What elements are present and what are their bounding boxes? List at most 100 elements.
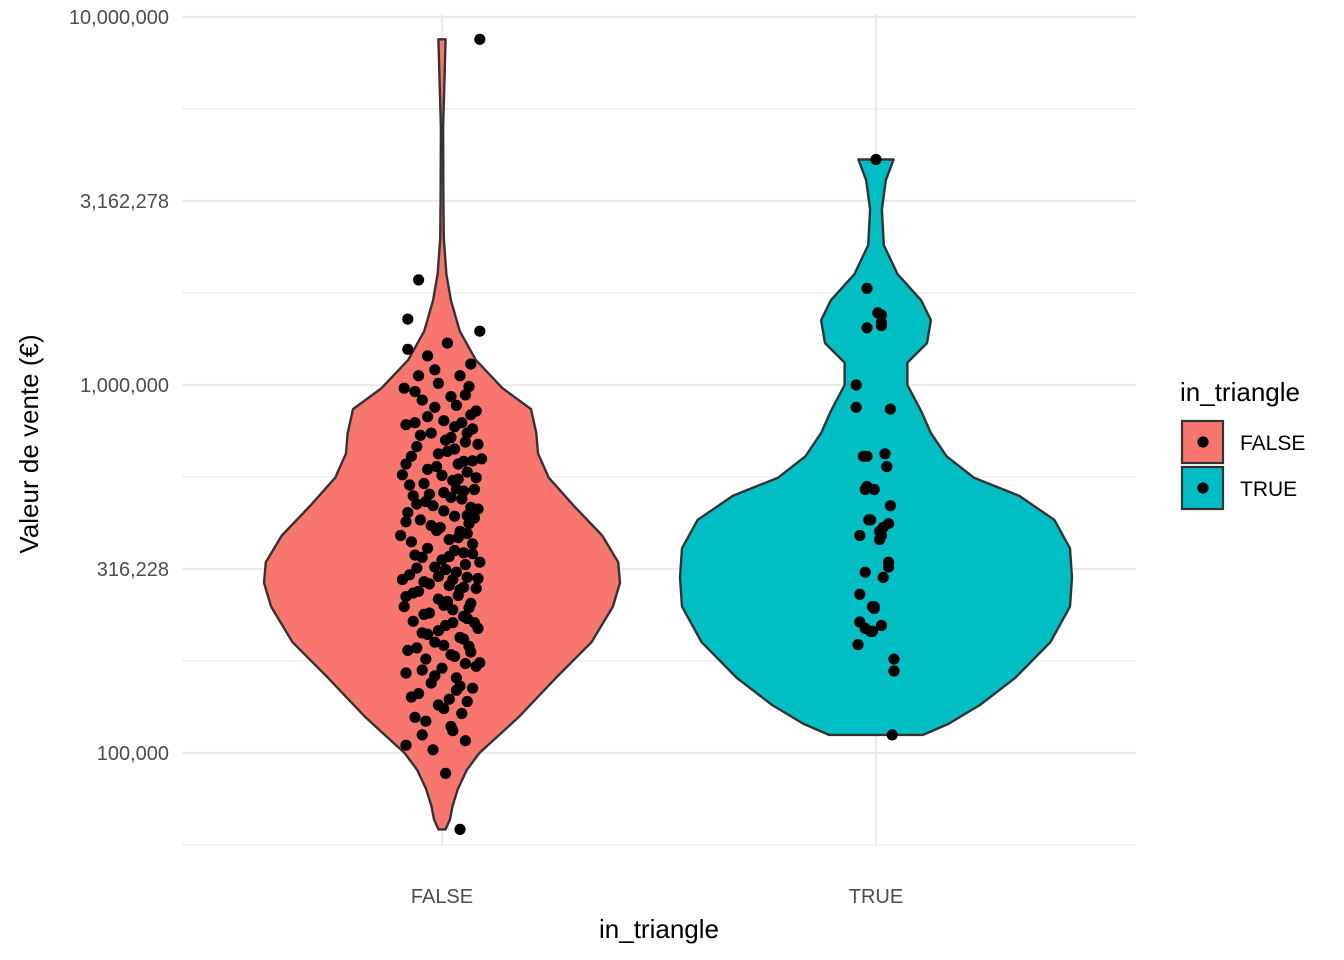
data-point bbox=[458, 547, 470, 559]
data-point bbox=[418, 608, 430, 621]
data-point bbox=[461, 695, 473, 708]
data-point bbox=[409, 417, 421, 429]
data-point bbox=[868, 602, 880, 615]
data-point bbox=[461, 466, 473, 478]
data-point bbox=[422, 411, 434, 423]
data-point bbox=[458, 633, 470, 645]
data-point bbox=[404, 479, 416, 491]
data-point bbox=[416, 729, 428, 741]
y-axis-ticks: 100,000 316,228 1,000,000 3,162,278 10,000,0… bbox=[69, 7, 169, 765]
data-point bbox=[465, 358, 477, 370]
data-point bbox=[432, 377, 444, 389]
data-point bbox=[423, 578, 435, 590]
data-point bbox=[400, 458, 412, 470]
data-point bbox=[467, 548, 479, 560]
data-point bbox=[465, 646, 477, 658]
data-point bbox=[429, 636, 441, 648]
y-tick-label: 3,162,278 bbox=[80, 191, 169, 213]
data-point bbox=[884, 500, 897, 512]
data-point bbox=[452, 473, 464, 485]
x-tick-label: FALSE bbox=[411, 886, 473, 908]
data-point bbox=[438, 599, 450, 611]
data-point bbox=[452, 532, 464, 544]
y-axis-title: Valeur de vente (€) bbox=[14, 334, 44, 553]
data-point bbox=[396, 574, 408, 586]
data-point bbox=[450, 399, 462, 411]
data-point bbox=[461, 427, 473, 439]
data-point bbox=[461, 527, 473, 540]
data-point bbox=[875, 320, 888, 332]
data-point bbox=[405, 536, 417, 548]
data-point bbox=[476, 453, 488, 465]
data-point bbox=[472, 438, 484, 450]
y-tick-label: 316,228 bbox=[97, 559, 169, 581]
data-point bbox=[445, 720, 457, 733]
data-point bbox=[474, 33, 486, 45]
data-point bbox=[463, 602, 475, 614]
data-point bbox=[458, 581, 470, 593]
data-point bbox=[425, 427, 437, 439]
legend-point bbox=[1197, 482, 1209, 494]
data-point bbox=[402, 506, 414, 519]
data-point bbox=[459, 436, 471, 448]
violin-false bbox=[262, 38, 622, 831]
data-point bbox=[400, 516, 412, 528]
data-point bbox=[431, 525, 443, 537]
data-point bbox=[396, 469, 408, 481]
x-tick-label: TRUE bbox=[849, 886, 903, 908]
x-axis-ticks: FALSE TRUE bbox=[411, 886, 903, 908]
data-point bbox=[447, 574, 459, 586]
data-point bbox=[852, 639, 864, 651]
data-point bbox=[861, 282, 873, 294]
legend-label: TRUE bbox=[1240, 478, 1297, 501]
data-point bbox=[400, 739, 412, 751]
data-point bbox=[414, 429, 426, 441]
data-point bbox=[411, 498, 423, 510]
data-point bbox=[413, 370, 425, 382]
data-point bbox=[402, 313, 414, 325]
x-axis-title: in_triangle bbox=[599, 914, 719, 944]
data-point bbox=[402, 644, 414, 657]
data-point bbox=[427, 744, 439, 756]
data-point bbox=[429, 364, 441, 376]
data-point bbox=[888, 665, 900, 677]
grid bbox=[182, 14, 1136, 846]
data-point bbox=[456, 707, 468, 720]
data-point bbox=[861, 322, 873, 334]
data-point bbox=[443, 534, 455, 546]
data-point bbox=[443, 693, 455, 705]
data-point bbox=[411, 642, 423, 654]
data-point bbox=[870, 153, 882, 166]
data-point bbox=[888, 653, 900, 665]
data-point bbox=[432, 448, 444, 460]
data-point bbox=[429, 670, 441, 682]
data-point bbox=[859, 483, 871, 496]
data-point bbox=[459, 735, 471, 747]
data-point bbox=[443, 550, 455, 563]
data-point bbox=[411, 562, 423, 574]
legend-title: in_triangle bbox=[1180, 377, 1300, 407]
data-point bbox=[450, 684, 462, 696]
data-point bbox=[447, 617, 459, 629]
data-point bbox=[440, 767, 452, 780]
y-tick-label: 10,000,000 bbox=[69, 7, 169, 29]
data-point bbox=[866, 625, 879, 638]
data-point bbox=[440, 434, 452, 446]
data-point bbox=[854, 588, 866, 600]
data-point bbox=[470, 582, 482, 595]
data-point bbox=[409, 711, 421, 723]
data-point bbox=[449, 443, 461, 455]
data-point bbox=[461, 571, 473, 584]
data-point bbox=[879, 448, 891, 460]
data-point bbox=[445, 391, 457, 403]
data-point bbox=[874, 534, 886, 546]
data-point bbox=[450, 483, 462, 495]
data-point bbox=[459, 658, 471, 670]
data-point bbox=[474, 657, 486, 669]
data-point bbox=[467, 455, 479, 467]
data-point bbox=[416, 664, 428, 676]
data-point bbox=[441, 337, 453, 349]
data-point bbox=[438, 415, 450, 427]
data-point bbox=[420, 653, 432, 665]
